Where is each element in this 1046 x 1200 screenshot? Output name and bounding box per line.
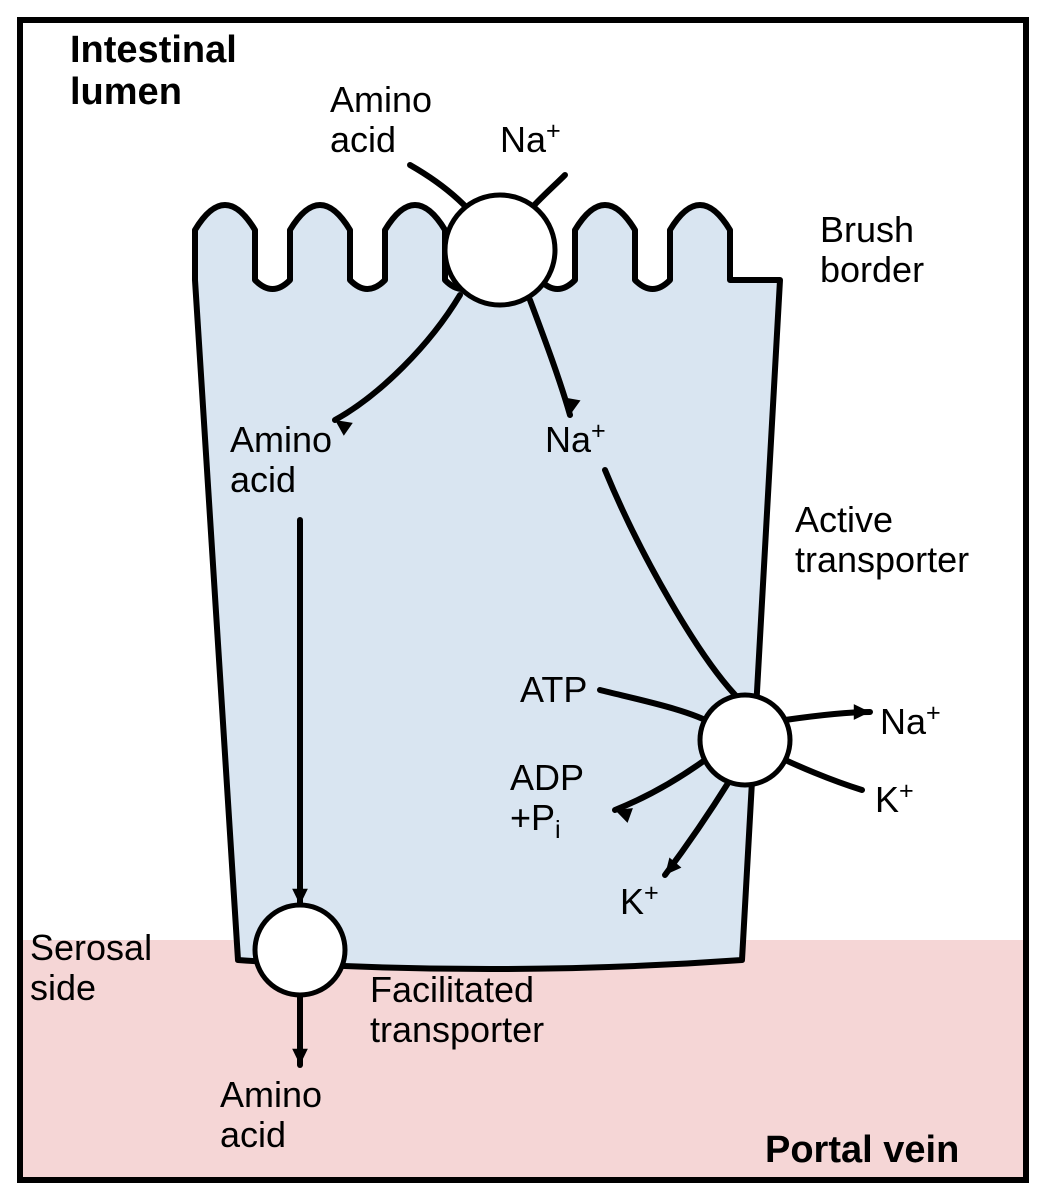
label-na_out: Na+: [880, 700, 941, 742]
apical_cotransporter-circle: [445, 195, 555, 305]
label-k_out: K+: [875, 778, 914, 820]
label-intestinal_lumen: Intestinallumen: [70, 30, 237, 114]
label-adp_pi: ADP+Pi: [510, 758, 584, 845]
label-brush_border: Brushborder: [820, 210, 924, 289]
label-na_mid: Na+: [545, 418, 606, 460]
facilitated-circle: [255, 905, 345, 995]
label-active_transporter: Activetransporter: [795, 500, 969, 579]
diagram-canvas: Intestinallumen Aminoacid Na+ Brushborder Am…: [0, 0, 1046, 1200]
basolateral_pump-circle: [700, 695, 790, 785]
label-na_top: Na+: [500, 118, 561, 160]
label-atp: ATP: [520, 670, 587, 710]
label-facilitated_transporter: Facilitatedtransporter: [370, 970, 544, 1049]
enterocyte-cell: [195, 205, 780, 969]
label-portal_vein: Portal vein: [765, 1130, 959, 1172]
label-k_in: K+: [620, 880, 659, 922]
label-amino_acid_mid: Aminoacid: [230, 420, 332, 499]
label-amino_acid_top: Aminoacid: [330, 80, 432, 159]
label-serosal_side: Serosalside: [30, 928, 152, 1007]
label-amino_acid_bottom: Aminoacid: [220, 1075, 322, 1154]
